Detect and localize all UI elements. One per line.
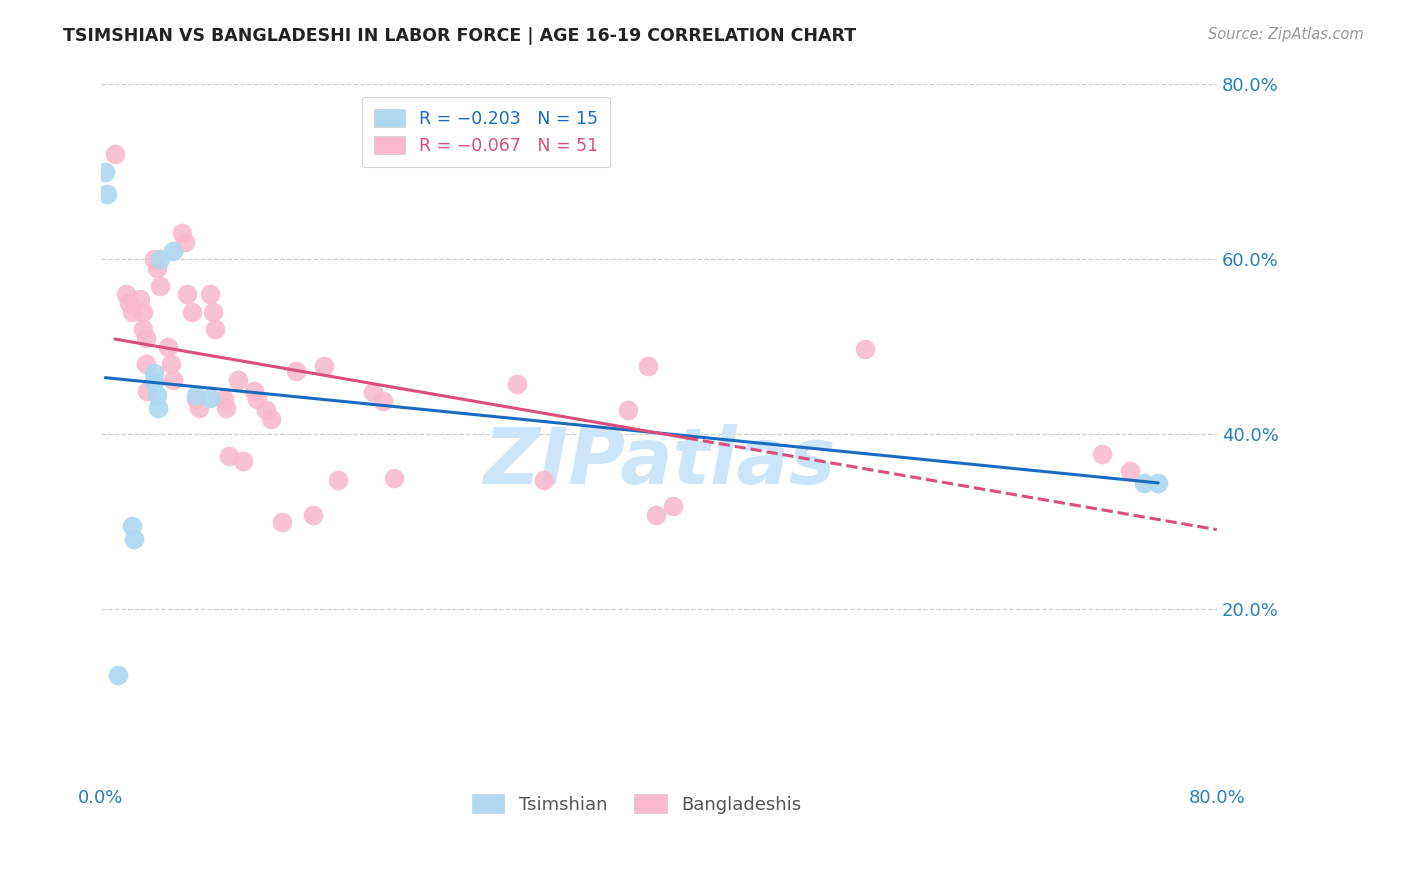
Point [1119,464,1142,478]
Point [201,305,224,319]
Point [96,186,118,201]
Point [115,287,138,301]
Point [143,252,166,267]
Point [232,453,254,467]
Point [215,401,238,416]
Point [285,364,308,378]
Point [104,147,127,161]
Point [226,373,249,387]
Legend: Tsimshian, Bangladeshis: Tsimshian, Bangladeshis [461,783,813,824]
Point [184,392,207,407]
Point [129,292,152,306]
Point [184,388,207,402]
Point [132,322,155,336]
Text: TSIMSHIAN VS BANGLADESHI IN LABOR FORCE | AGE 16-19 CORRELATION CHART: TSIMSHIAN VS BANGLADESHI IN LABOR FORCE … [63,27,856,45]
Text: Source: ZipAtlas.com: Source: ZipAtlas.com [1208,27,1364,42]
Point [204,322,226,336]
Point [302,508,325,522]
Point [145,261,167,276]
Point [162,244,184,258]
Point [143,366,166,380]
Point [121,305,143,319]
Point [505,376,527,391]
Point [187,401,209,416]
Point [645,508,668,522]
Point [326,473,349,487]
Point [136,384,159,398]
Point [1147,475,1170,490]
Point [162,373,184,387]
Point [371,394,394,409]
Point [176,287,198,301]
Point [637,359,659,374]
Point [617,403,640,417]
Point [246,392,269,407]
Point [118,296,141,310]
Point [853,342,876,356]
Point [533,473,555,487]
Point [180,305,202,319]
Point [361,385,384,400]
Point [143,375,166,389]
Point [121,519,143,533]
Point [132,305,155,319]
Point [148,278,170,293]
Point [135,358,157,372]
Point [382,471,405,485]
Text: ZIPatlas: ZIPatlas [482,425,835,500]
Point [170,226,193,240]
Point [254,403,277,417]
Point [148,252,170,267]
Point [1091,447,1114,461]
Point [212,392,235,407]
Point [94,165,117,179]
Point [218,450,240,464]
Point [260,411,283,425]
Point [243,384,266,398]
Point [198,391,221,405]
Point [159,358,181,372]
Point [107,668,129,682]
Point [271,515,294,529]
Point [314,359,336,374]
Point [662,499,685,513]
Point [1133,475,1156,490]
Point [156,340,179,354]
Point [173,235,195,249]
Point [146,401,169,416]
Point [124,533,146,547]
Point [145,388,167,402]
Point [135,331,157,345]
Point [198,287,221,301]
